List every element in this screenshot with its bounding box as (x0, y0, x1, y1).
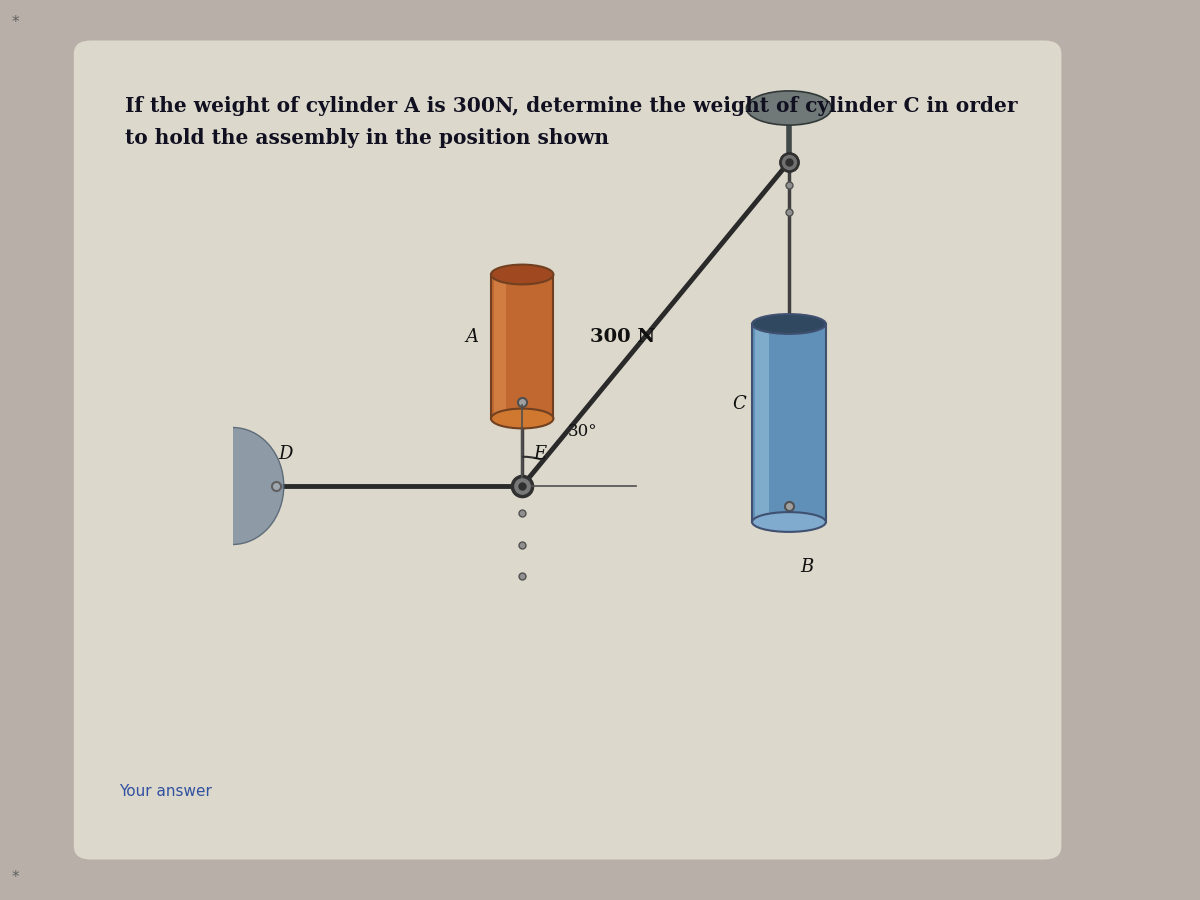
Ellipse shape (752, 512, 826, 532)
Text: 30°: 30° (568, 424, 598, 440)
Ellipse shape (491, 265, 553, 284)
Text: Your answer: Your answer (119, 785, 212, 799)
Text: A: A (466, 328, 479, 346)
Bar (756, 328, 769, 518)
Text: If the weight of cylinder A is 300N, determine the weight of cylinder C in order: If the weight of cylinder A is 300N, det… (125, 96, 1018, 116)
Ellipse shape (752, 314, 826, 334)
Bar (752, 324, 826, 522)
Text: D: D (278, 445, 293, 463)
Text: C: C (732, 395, 746, 413)
Bar (170, 414, 233, 558)
Text: to hold the assembly in the position shown: to hold the assembly in the position sho… (125, 128, 608, 148)
Ellipse shape (181, 428, 284, 544)
Text: *: * (11, 15, 19, 30)
Ellipse shape (746, 91, 832, 125)
Text: B: B (800, 557, 814, 575)
Text: 300 N: 300 N (590, 328, 655, 346)
FancyBboxPatch shape (73, 40, 1062, 859)
Text: *: * (11, 870, 19, 885)
Bar (494, 279, 505, 414)
Bar (491, 274, 553, 418)
Ellipse shape (491, 409, 553, 428)
Text: E: E (534, 445, 547, 463)
